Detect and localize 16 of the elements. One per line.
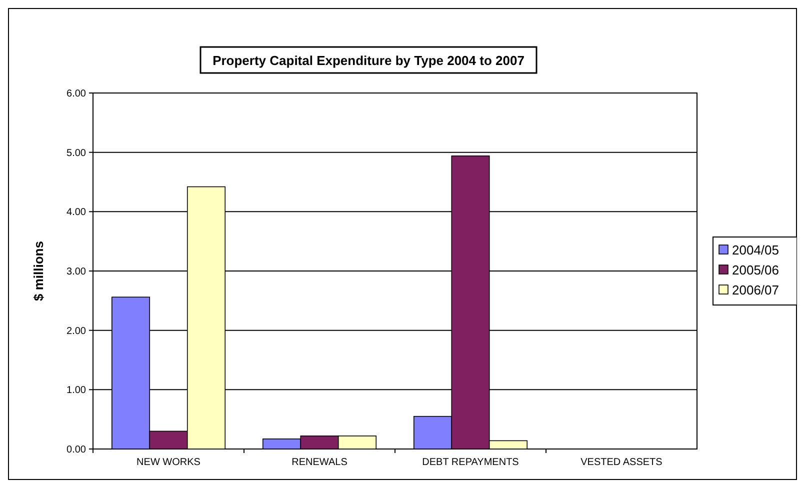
y-tick-label: 2.00 xyxy=(66,326,86,337)
y-tick-label: 1.00 xyxy=(66,385,86,396)
y-tick-label: 4.00 xyxy=(66,207,86,218)
legend-label: 2006/07 xyxy=(732,282,779,298)
y-tick-label: 0.00 xyxy=(66,444,86,456)
x-tick-label: DEBT REPAYMENTS xyxy=(422,457,520,468)
x-tick-label: NEW WORKS xyxy=(136,457,201,468)
legend-label: 2005/06 xyxy=(732,262,779,278)
y-axis-title: $ millions xyxy=(31,241,46,301)
y-tick-label: 6.00 xyxy=(66,88,86,100)
x-tick-label: RENEWALS xyxy=(292,457,348,468)
chart-title: Property Capital Expenditure by Type 2004 to 2007 xyxy=(212,53,524,68)
y-tick-label: 5.00 xyxy=(66,148,86,159)
x-tick-label: VESTED ASSETS xyxy=(580,457,663,468)
y-tick-label: 3.00 xyxy=(66,266,86,278)
legend-label: 2004/05 xyxy=(732,242,779,258)
